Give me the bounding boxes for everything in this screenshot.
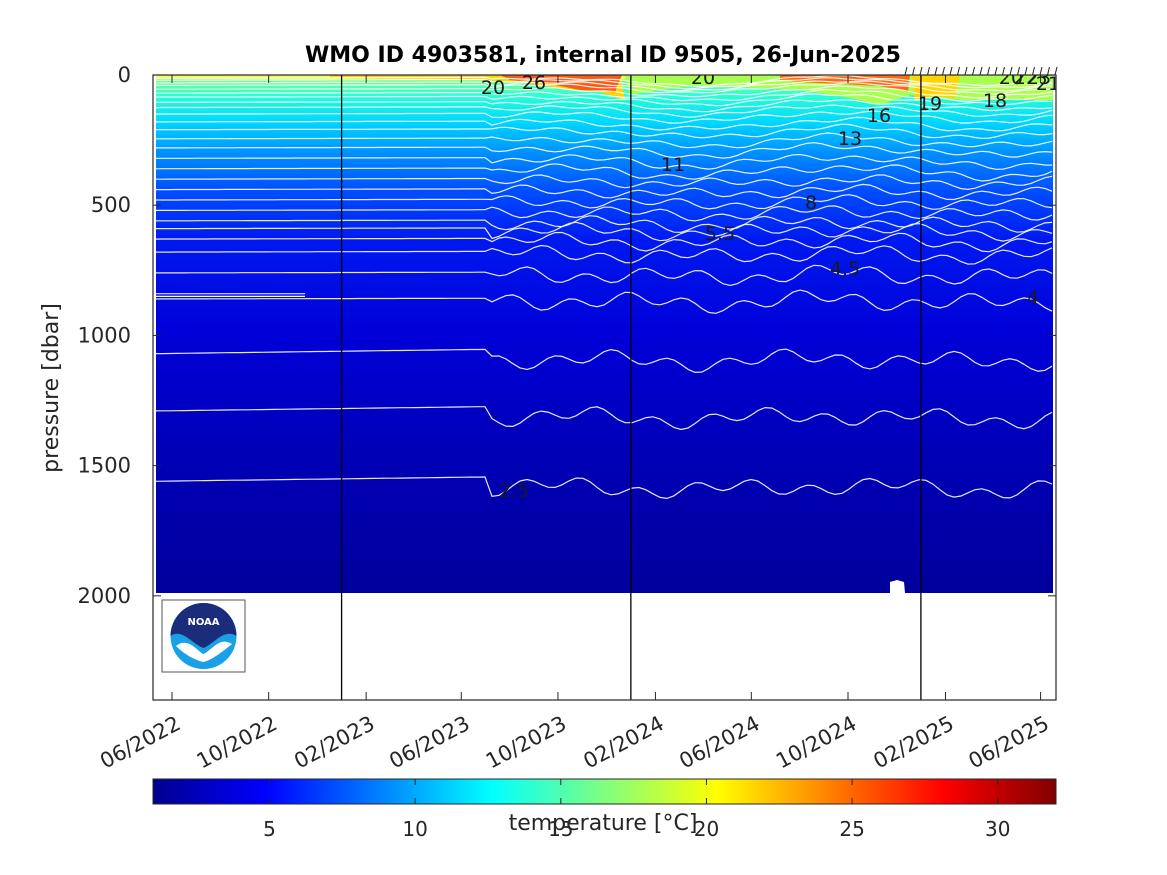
temperature-field (156, 75, 1053, 593)
profile-mark (942, 66, 945, 76)
profile-mark (904, 66, 908, 76)
isotherm-line (156, 123, 1053, 139)
plot-frame (152, 74, 1057, 701)
profile-mark (949, 66, 953, 76)
contour-label: 20 (481, 77, 505, 99)
isotherm-line (156, 348, 1053, 374)
isotherm-line (156, 264, 1053, 287)
profile-mark (1024, 66, 1028, 76)
colorbar: 5 10 15 20 25 30 temperature [°C] (152, 778, 1057, 841)
isotherm-line (155, 289, 1053, 314)
colorbar-tick-label: 20 (694, 817, 719, 841)
isotherm-line (156, 116, 1053, 132)
isotherm-line (156, 89, 1053, 102)
contour-label: 20 (999, 67, 1023, 89)
profile-mark (1002, 66, 1005, 76)
isotherm-line (155, 104, 1053, 118)
y-tick-label: 500 (91, 193, 131, 217)
isotherm-line (156, 99, 1053, 113)
colorbar-tick-label: 15 (548, 817, 573, 841)
contour-label: 4.5 (830, 258, 860, 280)
profile-mark (927, 66, 930, 76)
isotherm-line (156, 183, 1053, 201)
profile-mark (1039, 66, 1043, 76)
profile-mark (957, 66, 960, 76)
contour-label: 11 (661, 154, 685, 176)
isotherm-line (156, 205, 1053, 222)
svg-text:NOAA: NOAA (187, 617, 219, 628)
colorbar-tick-label: 5 (263, 817, 276, 841)
colorbar-tick-label: 30 (985, 817, 1010, 841)
colorbar-label: temperature [°C] (509, 811, 698, 836)
contour-label: 5.5 (705, 223, 735, 245)
isotherm-contours (155, 75, 1053, 593)
profile-mark (1009, 66, 1013, 76)
no-data-region (153, 593, 1056, 700)
noaa-logo: NOAA (161, 599, 246, 673)
isotherm-line (155, 163, 1053, 182)
isotherm-line (156, 142, 1053, 159)
profile-mark (987, 66, 990, 76)
isotherm-line (156, 75, 1053, 88)
chart-title: WMO ID 4903581, internal ID 9505, 26-Jun… (305, 43, 901, 68)
profile-mark (964, 66, 968, 76)
y-tick-label: 0 (118, 63, 131, 87)
contour-label: 23 (1027, 67, 1051, 89)
isotherm-line (156, 93, 1053, 107)
isotherm-line (156, 215, 1053, 233)
profile-mark (979, 66, 983, 76)
profile-mark (1054, 66, 1058, 76)
isotherm-line (156, 132, 1053, 149)
profile-mark (1032, 66, 1035, 76)
y-axis: 0 500 1000 1500 2000 (78, 63, 1056, 608)
isotherm-line (156, 174, 1053, 191)
contour-label: 26 (522, 72, 546, 94)
isotherm-line (155, 476, 1053, 500)
isotherm-line (156, 77, 1053, 90)
isotherm-line (156, 244, 1053, 265)
isotherm-line (156, 85, 1053, 99)
colorbar-gradient (152, 778, 1057, 805)
profile-mark (912, 66, 915, 76)
isotherm-line (155, 406, 1053, 431)
isotherm-line (156, 82, 1053, 95)
y-tick-label: 1500 (78, 454, 131, 478)
isotherm-line (155, 231, 1053, 253)
contour-label: 2.5 (499, 480, 529, 502)
contour-label: 20 (691, 67, 715, 89)
isotherm-line (156, 194, 1053, 210)
contour-label: 22 (1014, 67, 1038, 89)
colorbar-ticks: 5 10 15 20 25 30 (263, 779, 1010, 841)
isotherm-line (156, 80, 1053, 92)
contour-label: 13 (838, 128, 862, 150)
contour-label: 8 (805, 192, 817, 214)
contour-label: 19 (918, 93, 942, 115)
shallow-profile-gap (890, 580, 905, 593)
year-marker-lines (340, 75, 922, 700)
colorbar-tick-label: 10 (402, 817, 427, 841)
profile-mark (972, 66, 975, 76)
isotherm-line (156, 153, 1053, 170)
contour-label: 16 (867, 105, 891, 127)
contour-label: 18 (983, 90, 1007, 112)
isotherm-line (156, 221, 1053, 242)
y-axis-label: pressure [dbar] (39, 303, 64, 473)
colorbar-tick-label: 25 (839, 817, 864, 841)
contour-label: 4 (1027, 287, 1039, 309)
isotherm-line (155, 110, 1053, 124)
y-tick-label: 2000 (78, 584, 131, 608)
y-tick-label: 1000 (78, 323, 131, 347)
profile-mark (1047, 66, 1050, 76)
profile-mark (934, 66, 938, 76)
profile-mark (919, 66, 923, 76)
profile-mark (1017, 66, 1020, 76)
profile-mark (994, 66, 998, 76)
